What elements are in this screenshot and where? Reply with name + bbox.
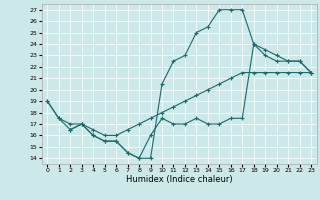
X-axis label: Humidex (Indice chaleur): Humidex (Indice chaleur)	[126, 175, 233, 184]
